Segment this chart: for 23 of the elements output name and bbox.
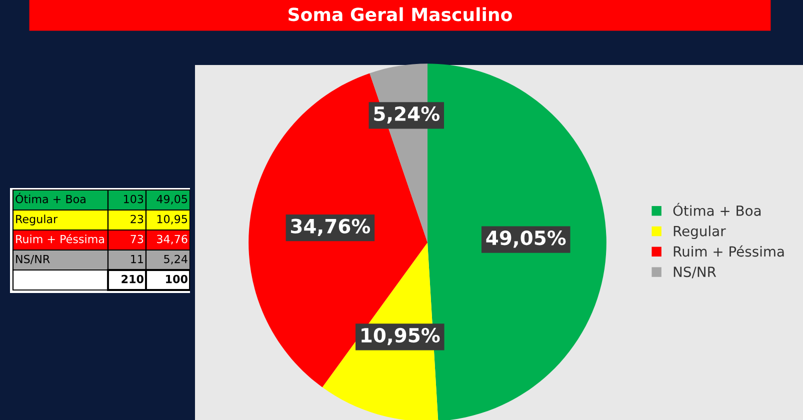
legend-label: NS/NR xyxy=(674,266,716,278)
category-label: Ótima + Boa xyxy=(16,192,86,204)
data-label: 5,24% xyxy=(374,106,440,124)
data-label: 11 xyxy=(131,254,143,264)
category-label: NS/NR xyxy=(16,254,50,264)
data-label: 49,05 xyxy=(156,194,188,204)
data-label: 10,95% xyxy=(362,328,440,346)
category-label: Ruim + Péssima xyxy=(16,234,104,244)
data-label: 10,95 xyxy=(157,214,188,224)
data-label: 103 xyxy=(124,194,144,204)
text: 100 xyxy=(166,274,188,284)
legend-label: Regular xyxy=(674,226,726,240)
legend-label: Ruim + Péssima xyxy=(674,245,784,257)
legend-label: Ótima + Boa xyxy=(673,202,761,216)
data-label: 34,76% xyxy=(291,218,370,236)
data-label: 73 xyxy=(130,234,144,244)
data-label: 49,05% xyxy=(486,230,566,248)
text: 210 xyxy=(122,274,144,284)
data-label: 5,24 xyxy=(164,254,188,264)
chart-title: Soma Geral Masculino xyxy=(288,7,512,22)
data-label: 34,76 xyxy=(157,234,188,244)
category-label: Regular xyxy=(16,214,58,226)
data-label: 23 xyxy=(130,214,144,224)
